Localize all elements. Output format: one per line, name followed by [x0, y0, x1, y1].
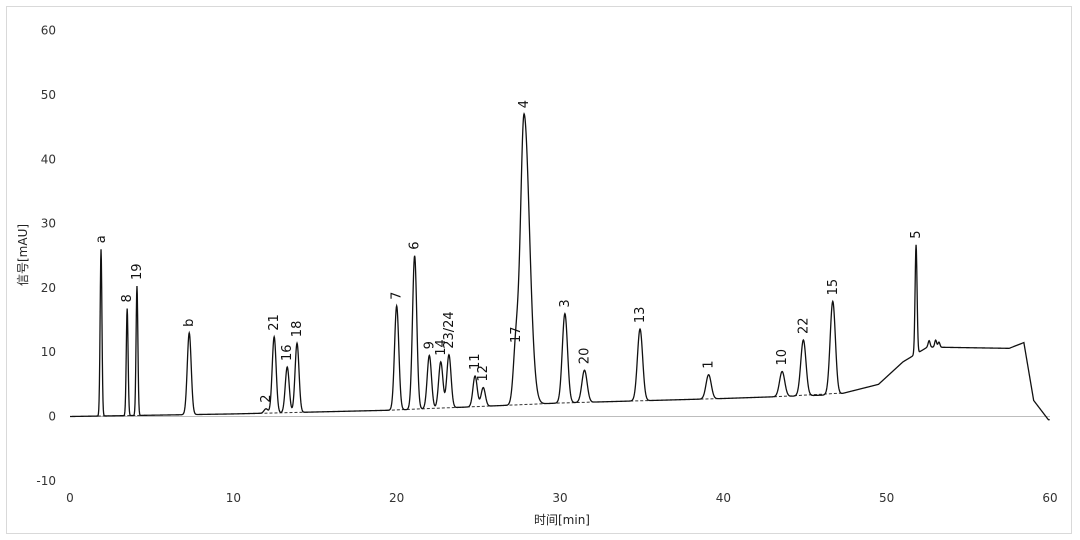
peak-label: a [94, 235, 109, 243]
peak-label: 20 [578, 348, 593, 365]
peak-label: 14 [434, 339, 449, 356]
x-tick-label: 50 [879, 491, 894, 505]
peak-label: 5 [909, 231, 924, 239]
chart-frame [6, 6, 1072, 534]
x-axis-label: 时间[min] [534, 513, 590, 527]
y-tick-label: 10 [41, 345, 56, 359]
x-tick-label: 30 [552, 491, 567, 505]
peak-label: 2 [259, 395, 274, 403]
peak-label: 16 [280, 344, 295, 361]
chromatogram-trace [69, 112, 1050, 421]
peak-label: 3 [558, 299, 573, 307]
integration-baseline [504, 402, 552, 406]
peak-label: 17 [509, 326, 524, 343]
y-tick-label: 0 [48, 410, 56, 424]
y-tick-label: 60 [41, 24, 56, 38]
y-tick-label: 40 [41, 152, 56, 166]
y-tick-label: 30 [41, 217, 56, 231]
integration-baseline [556, 401, 596, 404]
peak-label: 23/24 [442, 311, 457, 348]
peak-label: 6 [408, 242, 423, 250]
x-tick-label: 20 [389, 491, 404, 505]
y-axis-ticks: -10 0 10 20 30 40 50 60 [36, 24, 56, 488]
peak-label: b [182, 319, 197, 327]
integration-baseline [773, 392, 845, 398]
x-axis-ticks: 0 10 20 30 40 50 60 [66, 491, 1057, 505]
peak-label: 13 [633, 307, 648, 324]
x-tick-label: 60 [1042, 491, 1057, 505]
peak-label: 11 [468, 353, 483, 370]
x-tick-label: 0 [66, 491, 74, 505]
y-axis-label: 信号[mAU] [16, 224, 30, 286]
peak-label: 10 [775, 349, 790, 366]
peak-label: 8 [120, 294, 135, 302]
integration-baseline [259, 411, 309, 414]
peak-label: 19 [130, 263, 145, 280]
peak-label: 22 [796, 317, 811, 334]
integration-baseline [630, 400, 650, 402]
peak-label: 15 [826, 279, 841, 296]
peak-label: 7 [390, 292, 405, 300]
x-tick-label: 10 [226, 491, 241, 505]
peak-label: 4 [517, 100, 532, 108]
peak-label: 21 [267, 314, 282, 331]
y-tick-label: -10 [36, 474, 56, 488]
peak-baselines [97, 392, 845, 417]
peak-label: 9 [422, 341, 437, 349]
y-tick-label: 20 [41, 281, 56, 295]
peak-label: 1 [702, 360, 717, 368]
peak-label: 18 [290, 321, 305, 338]
x-tick-label: 40 [716, 491, 731, 505]
y-tick-label: 50 [41, 88, 56, 102]
peak-label: 12 [476, 365, 491, 382]
